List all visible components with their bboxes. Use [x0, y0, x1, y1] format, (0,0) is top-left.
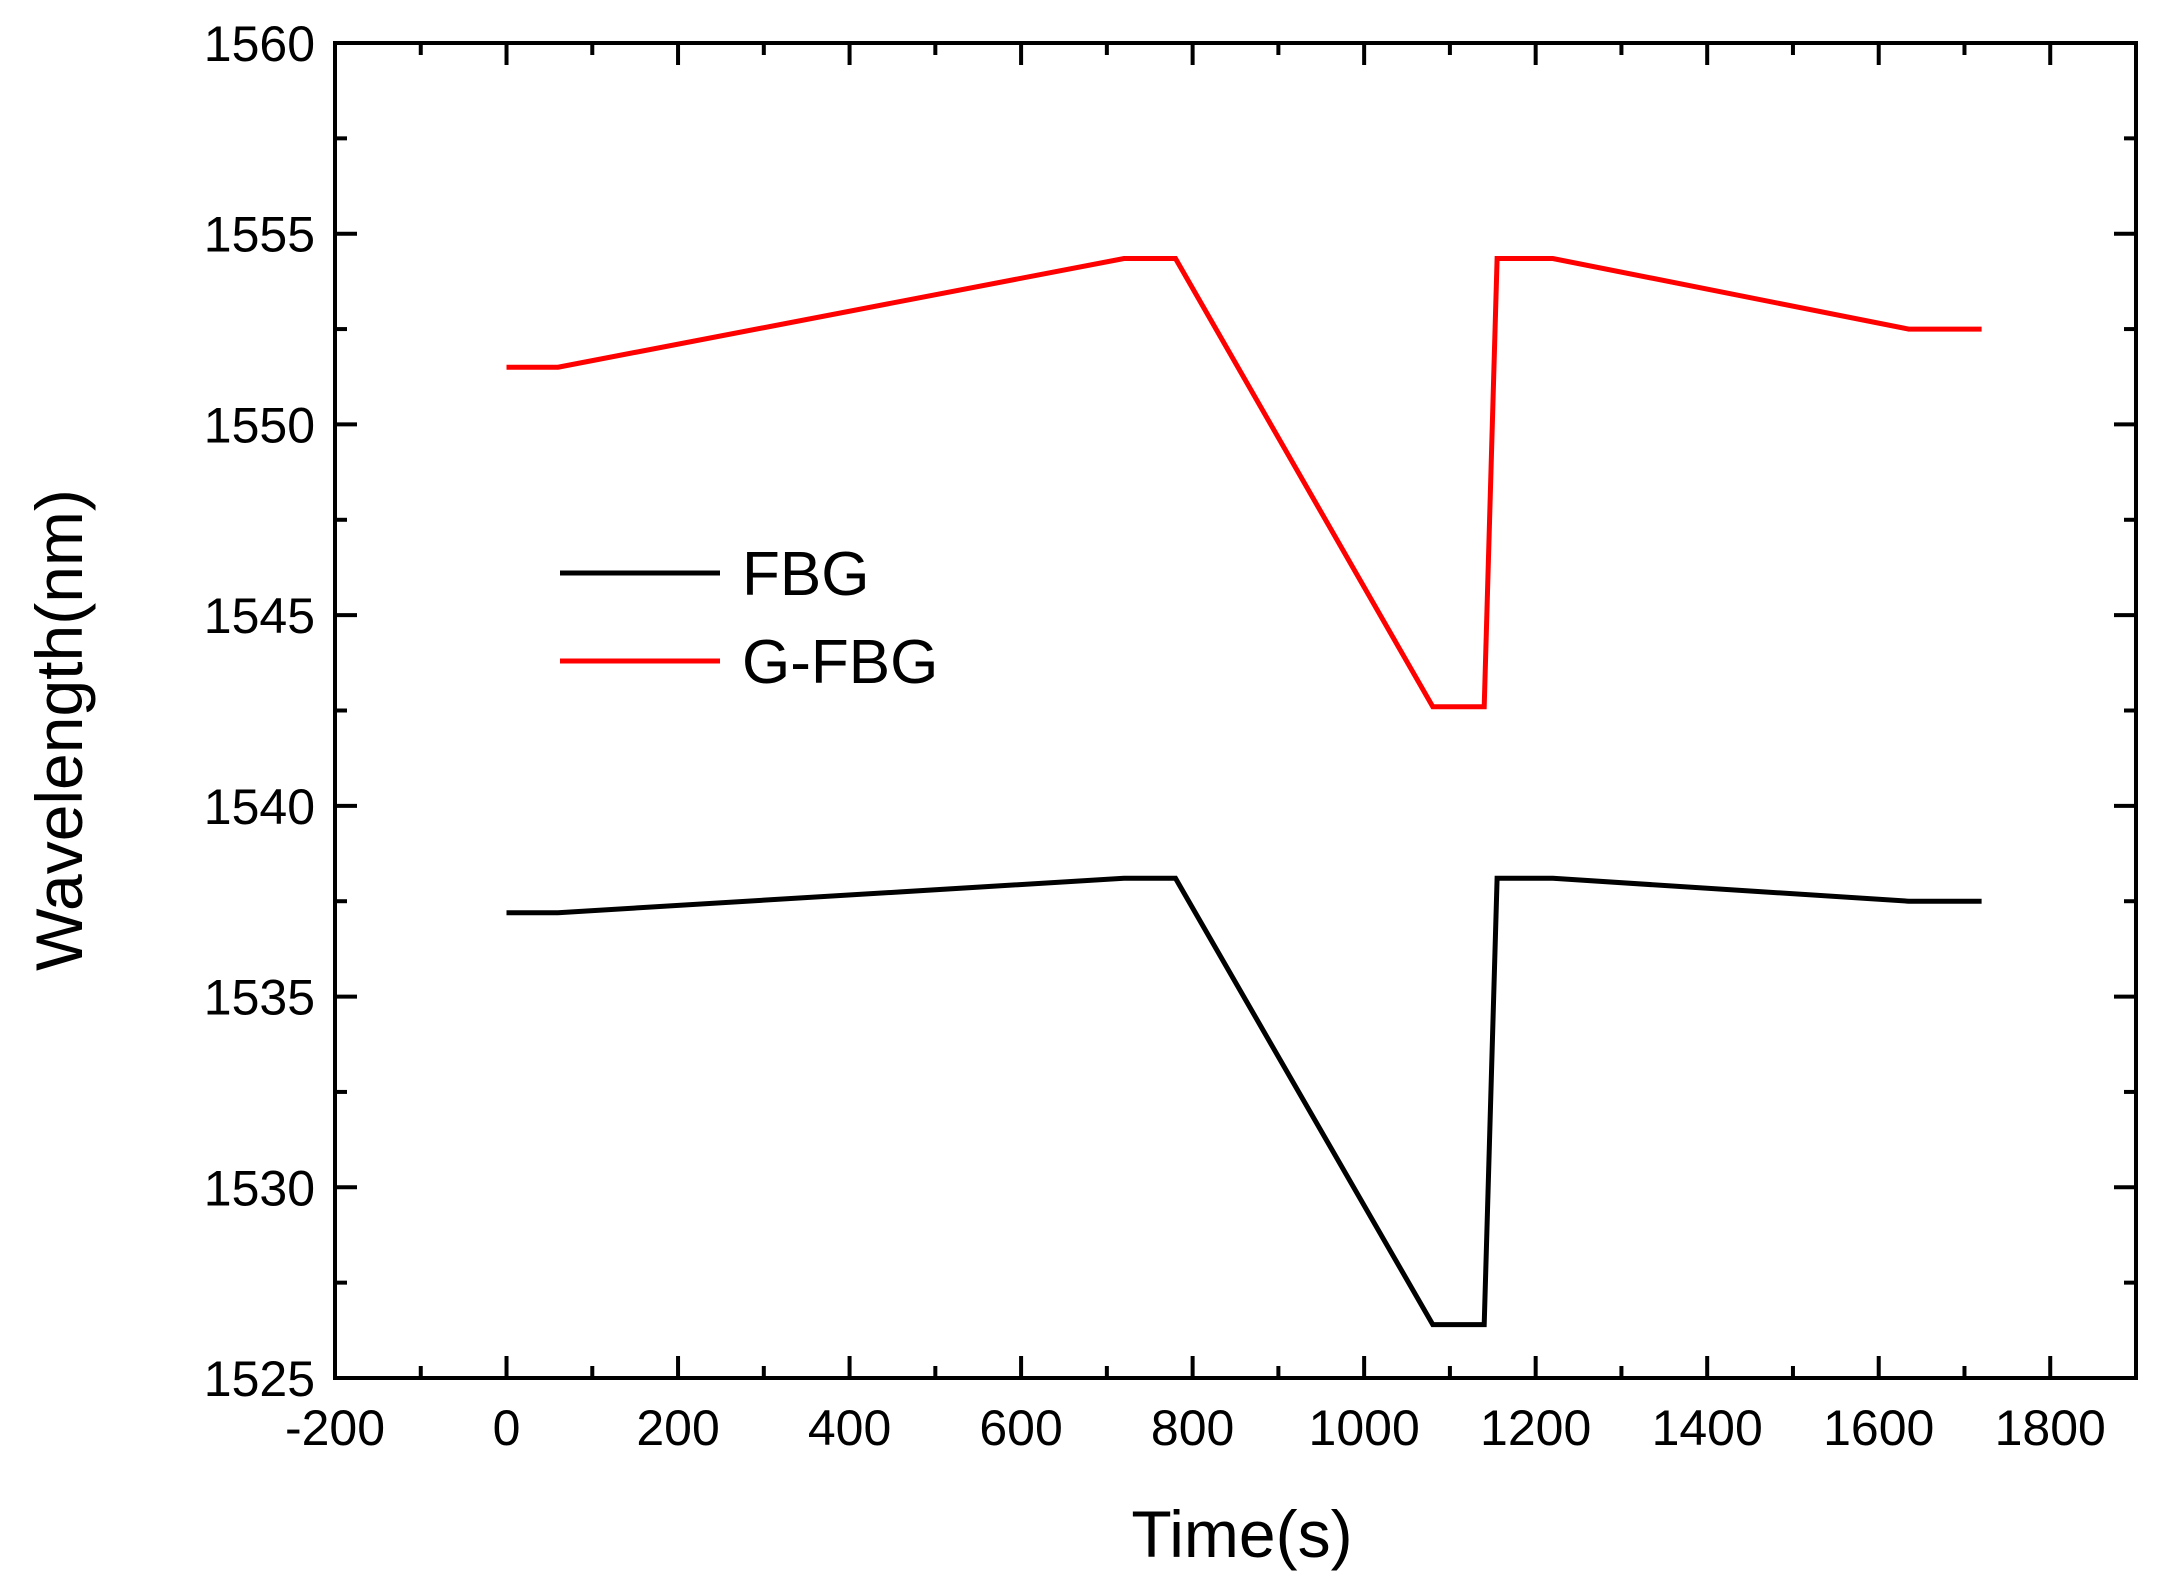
x-axis-title: Time(s) [1131, 1497, 1352, 1571]
axis-tick-labels: -200 0 200 400 600 800 1000 1200 1400 1600 1800 152… [204, 16, 2106, 1456]
x-tick-label: 200 [636, 1400, 719, 1456]
y-tick-label: 1555 [204, 207, 315, 263]
series-line-fbg [506, 875, 1982, 1328]
data-series [506, 256, 1982, 1328]
y-tick-label: 1530 [204, 1160, 315, 1216]
x-tick-label: 600 [979, 1400, 1062, 1456]
y-tick-label: 1545 [204, 588, 315, 644]
x-tick-label: 400 [808, 1400, 891, 1456]
y-tick-label: 1550 [204, 397, 315, 453]
legend-label-g-fbg: G-FBG [742, 628, 938, 697]
x-tick-label: 1200 [1480, 1400, 1591, 1456]
x-tick-label: 1400 [1652, 1400, 1763, 1456]
y-tick-label: 1560 [204, 16, 315, 72]
legend-label-fbg: FBG [742, 540, 869, 609]
y-tick-label: 1535 [204, 970, 315, 1026]
y-tick-label: 1525 [204, 1351, 315, 1407]
x-tick-label: 800 [1151, 1400, 1234, 1456]
series-line-g-fbg [506, 256, 1982, 710]
x-tick-label: 1000 [1309, 1400, 1420, 1456]
x-tick-label: 1600 [1823, 1400, 1934, 1456]
legend: FBG G-FBG [560, 540, 938, 697]
plot-area-frame [333, 41, 2138, 1380]
y-axis-title: Wavelength(nm) [22, 489, 96, 971]
y-tick-label: 1540 [204, 779, 315, 835]
x-tick-label: 0 [493, 1400, 521, 1456]
x-tick-label: 1800 [1995, 1400, 2106, 1456]
x-tick-label: -200 [285, 1400, 385, 1456]
